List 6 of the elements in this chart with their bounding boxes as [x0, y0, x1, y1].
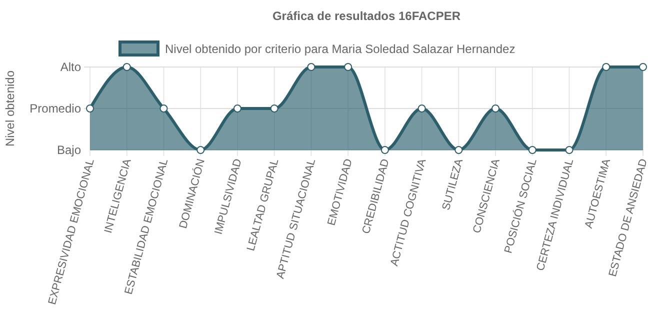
legend-label: Nivel obtenido por criterio para Maria Soledad Salazar Hernandez: [165, 42, 516, 56]
category-label: Promedio: [30, 102, 81, 116]
chart-title: Gráfica de resultados 16FACPER: [272, 9, 461, 23]
category-label: Bajo: [56, 143, 81, 157]
category-label: Alto: [60, 60, 81, 74]
y-axis-title: Nivel obtenido: [3, 70, 17, 147]
